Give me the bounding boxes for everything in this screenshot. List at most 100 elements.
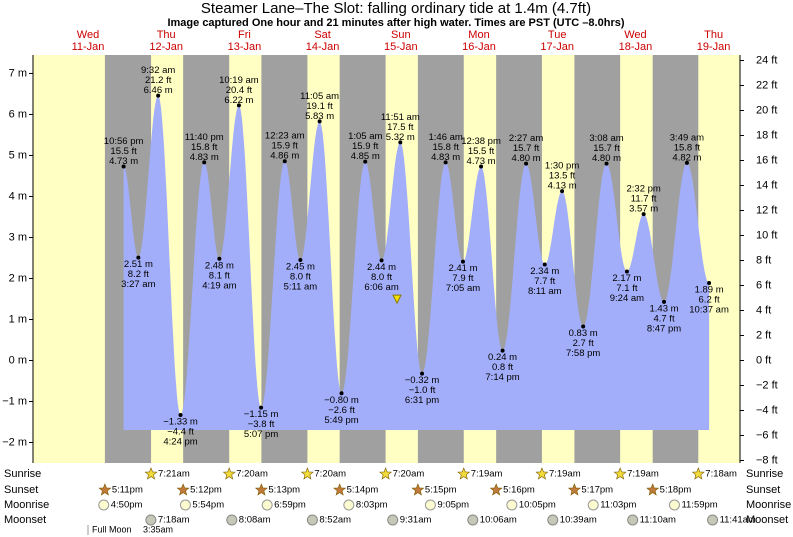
day-date: 18-Jan <box>619 41 653 53</box>
moonrise-time: 9:05pm <box>437 500 469 511</box>
sunset-icon <box>98 483 112 496</box>
extreme-label-m: 6.22 m <box>224 95 253 106</box>
extreme-label-m: 0.24 m <box>488 352 517 363</box>
tide-area <box>123 95 710 430</box>
row-label: Sunrise <box>4 468 41 480</box>
sunrise-time: 7:18am <box>705 469 737 480</box>
sunrise-icon <box>535 467 549 480</box>
moonrise-time: 6:59pm <box>274 500 306 511</box>
extreme-label-ft: 8.1 ft <box>209 270 230 281</box>
extreme-label-ft: 8.0 ft <box>290 272 311 283</box>
y-tick-label: 0 m <box>9 354 27 366</box>
extreme-label-m: 4.73 m <box>109 156 138 167</box>
extreme-dot <box>443 160 448 165</box>
extreme-dot <box>202 160 207 165</box>
extreme-label-m: 4.86 m <box>270 151 299 162</box>
extreme-time: 9:24 am <box>610 293 644 304</box>
row-label: Moonset <box>746 514 788 526</box>
extreme-label-ft: 13.5 ft <box>549 171 576 182</box>
sunset-time: 5:16pm <box>503 485 535 496</box>
extreme-time: 2:32 pm <box>626 184 660 195</box>
extreme-label-ft: −3.8 ft <box>248 419 275 430</box>
moonrise-time: 4:50pm <box>111 500 143 511</box>
extreme-time: 1:46 am <box>428 132 462 143</box>
row-label: Moonrise <box>4 499 49 511</box>
extreme-label-ft: 21.2 ft <box>145 75 172 86</box>
extreme-label-m: 4.83 m <box>431 152 460 163</box>
extreme-dot <box>121 164 126 169</box>
extreme-time: 9:32 am <box>141 65 175 76</box>
extreme-label-ft: 15.5 ft <box>110 146 137 157</box>
sunset-time: 5:18pm <box>660 485 692 496</box>
moonset-icon <box>145 514 157 526</box>
sunrise-icon <box>379 467 393 480</box>
extreme-time: 2:27 am <box>509 133 543 144</box>
extreme-time: 11:05 am <box>300 91 339 102</box>
extreme-label-ft: 15.7 ft <box>513 143 540 154</box>
sunset-icon <box>411 483 425 496</box>
y2-tick-label: 14 ft <box>756 179 777 191</box>
y2-tick-label: 6 ft <box>756 279 771 291</box>
extreme-dot <box>156 93 161 98</box>
extreme-label-m: 5.83 m <box>305 111 334 122</box>
day-date: 14-Jan <box>306 41 340 53</box>
extreme-label-m: 5.32 m <box>386 132 415 143</box>
moonset-icon <box>707 514 719 526</box>
sunset-icon <box>176 483 190 496</box>
extreme-label-m: 2.51 m <box>124 259 153 270</box>
sunrise-time: 7:19am <box>627 469 659 480</box>
extreme-time: 10:19 am <box>219 75 259 86</box>
extreme-label-m: 3.57 m <box>629 204 658 215</box>
extreme-dot <box>500 348 505 353</box>
extreme-label-ft: 17.5 ft <box>387 122 414 133</box>
y-tick-label: 7 m <box>9 67 27 79</box>
moonset-icon <box>627 514 639 526</box>
extreme-label-m: −0.80 m <box>324 395 359 406</box>
extreme-label-m: 2.45 m <box>286 262 315 273</box>
extreme-dot <box>178 413 183 418</box>
extreme-time: 3:08 am <box>589 133 623 144</box>
y-tick-label: 2 m <box>9 272 27 284</box>
moonrise-time: 11:03pm <box>600 500 636 511</box>
moonset-time: 8:08am <box>239 515 271 526</box>
extreme-time: 5:07 pm <box>244 429 278 440</box>
y2-tick-label: 16 ft <box>756 154 777 166</box>
extreme-label-ft: 15.8 ft <box>191 142 218 153</box>
moonrise-icon <box>343 499 355 511</box>
moonrise-icon <box>668 499 680 511</box>
y2-tick-label: 10 ft <box>756 229 777 241</box>
y2-tick-label: 4 ft <box>756 304 771 316</box>
sunrise-icon <box>613 467 627 480</box>
extreme-label-ft: 19.1 ft <box>306 101 333 112</box>
extreme-time: 4:19 am <box>202 280 236 291</box>
sunrise-time: 7:19am <box>471 469 503 480</box>
moonrise-icon <box>506 499 518 511</box>
y-tick-label: −2 m <box>2 436 27 448</box>
extreme-label-ft: 7.9 ft <box>452 273 473 284</box>
y2-tick-label: 20 ft <box>756 104 777 116</box>
y2-tick-label: −4 ft <box>756 404 778 416</box>
sunrise-time: 7:21am <box>158 469 190 480</box>
row-label: Sunrise <box>746 468 783 480</box>
y-tick-label: 6 m <box>9 108 27 120</box>
sunrise-time: 7:20am <box>314 469 346 480</box>
moonset-time: 7:18am <box>158 515 190 526</box>
y-tick-label: −1 m <box>2 395 27 407</box>
extreme-label-m: 2.17 m <box>612 273 641 284</box>
extreme-label-ft: −1.0 ft <box>409 385 436 396</box>
y2-tick-label: 2 ft <box>756 329 771 341</box>
extreme-label-m: 4.82 m <box>672 152 701 163</box>
extreme-time: 3:27 am <box>121 279 155 290</box>
moonrise-icon <box>424 499 436 511</box>
moonrise-time: 8:03pm <box>356 500 388 511</box>
sunset-icon <box>646 483 660 496</box>
sunset-time: 5:14pm <box>347 485 379 496</box>
extreme-label-ft: 7.7 ft <box>534 276 555 287</box>
moonset-icon <box>547 514 559 526</box>
moonrise-icon <box>98 499 110 511</box>
extreme-label-ft: 15.9 ft <box>272 141 299 152</box>
extreme-dot <box>460 259 465 264</box>
sunset-time: 5:11pm <box>112 485 143 496</box>
moonrise-icon <box>261 499 273 511</box>
extreme-time: 11:51 am <box>381 112 420 123</box>
